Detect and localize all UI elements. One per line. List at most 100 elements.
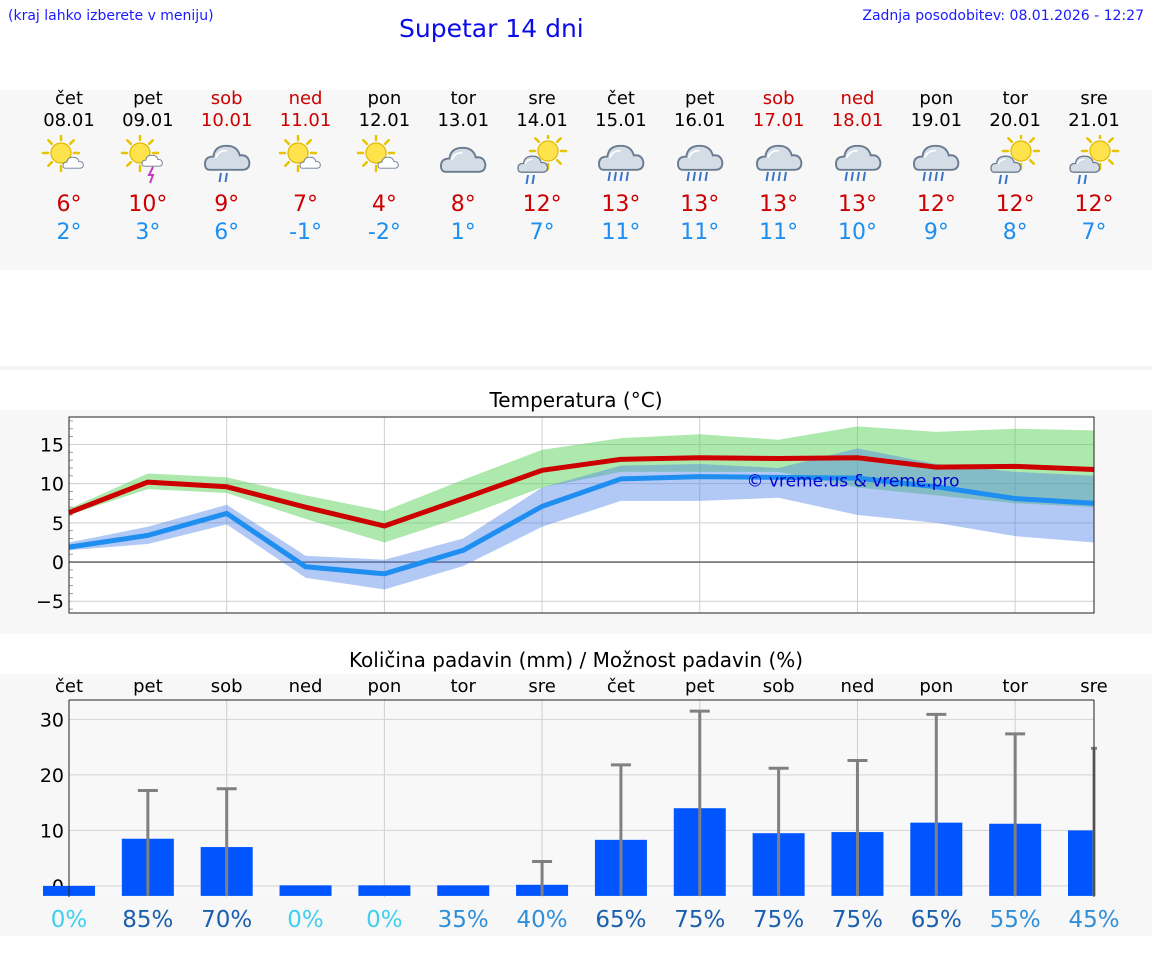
min-temperature: -1° bbox=[289, 220, 323, 245]
max-temperature: 12° bbox=[995, 192, 1035, 217]
max-temperature: 13° bbox=[601, 192, 641, 217]
max-temperature: 13° bbox=[759, 192, 799, 217]
forecast-day: sre 21.01 12° 7° bbox=[1054, 88, 1134, 247]
day-date: 16.01 bbox=[674, 110, 726, 131]
forecast-day: pet 09.01 10° 3° bbox=[108, 88, 188, 247]
sun-rain-icon bbox=[990, 135, 1041, 185]
heavy-rain-icon bbox=[597, 144, 645, 182]
day-name: čet bbox=[54, 88, 84, 109]
day-name: ned bbox=[840, 88, 875, 109]
forecast-day: tor 20.01 12° 8° bbox=[975, 88, 1055, 247]
day-date: 14.01 bbox=[516, 110, 568, 131]
precipitation-probability: 75% bbox=[753, 907, 804, 933]
precipitation-probability: 65% bbox=[911, 907, 962, 933]
max-temperature: 12° bbox=[522, 192, 562, 217]
min-temperature: 3° bbox=[135, 220, 161, 245]
x-category-label: pet bbox=[685, 676, 715, 697]
x-category-label: sre bbox=[528, 676, 555, 697]
max-temperature: 10° bbox=[128, 192, 168, 217]
watermark: © vreme.us & vreme.pro bbox=[746, 472, 959, 492]
day-name: sre bbox=[528, 88, 556, 109]
min-range-band bbox=[69, 448, 1094, 590]
day-date: 08.01 bbox=[43, 110, 95, 131]
day-name: pon bbox=[919, 88, 954, 109]
min-temperature: 8° bbox=[1002, 220, 1028, 245]
max-temperature: 8° bbox=[450, 192, 476, 217]
precipitation-probability: 0% bbox=[287, 907, 324, 933]
temperature-chart: −5 0 5 10 15 © vreme.us & vreme.pro bbox=[36, 416, 1095, 614]
precipitation-probability: 35% bbox=[438, 907, 489, 933]
min-temperature: 9° bbox=[923, 220, 949, 245]
x-category-label: sob bbox=[763, 676, 795, 697]
day-date: 21.01 bbox=[1068, 110, 1120, 131]
forecast-day: pon 12.01 4° -2° bbox=[344, 88, 424, 247]
min-temperature: 7° bbox=[1081, 220, 1107, 245]
max-temperature: 13° bbox=[838, 192, 877, 217]
heavy-rain-icon bbox=[834, 144, 881, 182]
forecast-day: pon 19.01 12° 9° bbox=[896, 88, 976, 247]
min-temperature: 11° bbox=[601, 220, 641, 245]
precipitation-probability: 75% bbox=[674, 907, 725, 933]
day-date: 15.01 bbox=[595, 110, 647, 131]
x-category-label: tor bbox=[1002, 676, 1028, 697]
max-temperature: 12° bbox=[1074, 192, 1114, 217]
sun-rain-icon bbox=[1069, 135, 1120, 185]
page-title: Supetar 14 dni bbox=[399, 14, 584, 43]
precipitation-bar bbox=[279, 885, 332, 896]
forecast-day: tor 13.01 8° 1° bbox=[423, 88, 503, 247]
x-category-label: sob bbox=[211, 676, 243, 697]
min-temperature-line bbox=[68, 474, 1095, 577]
day-name: pet bbox=[133, 88, 163, 109]
x-category-label: čet bbox=[55, 676, 83, 697]
sun-storm-icon bbox=[120, 135, 163, 184]
max-temperature: 13° bbox=[680, 192, 720, 217]
day-name: sob bbox=[762, 88, 795, 109]
precipitation-chart: 0102030četpetsobnedpontorsrečetpetsobned… bbox=[40, 676, 1120, 933]
precipitation-probability: 55% bbox=[990, 907, 1041, 933]
day-date: 12.01 bbox=[358, 110, 411, 131]
day-date: 20.01 bbox=[989, 110, 1041, 131]
heavy-rain-icon bbox=[676, 144, 724, 182]
day-name: pon bbox=[367, 88, 402, 109]
precipitation-bar bbox=[358, 885, 411, 896]
min-temperature: 1° bbox=[450, 220, 476, 245]
sun-cloud-icon bbox=[357, 135, 400, 173]
max-temperature: 12° bbox=[916, 192, 956, 217]
min-temperature: 11° bbox=[680, 220, 720, 245]
precipitation-probability: 85% bbox=[122, 907, 173, 933]
location-hint: (kraj lahko izberete v meniju) bbox=[8, 8, 214, 24]
forecast-day: čet 08.01 6° 2° bbox=[29, 88, 109, 247]
day-date: 18.01 bbox=[831, 110, 884, 131]
x-category-label: pon bbox=[919, 676, 953, 697]
forecast-day: ned 18.01 13° 10° bbox=[818, 88, 898, 247]
sun-rain-icon bbox=[517, 135, 568, 185]
x-category-label: ned bbox=[841, 676, 875, 697]
plot-frame bbox=[68, 416, 1095, 614]
day-name: sre bbox=[1080, 88, 1108, 109]
day-date: 09.01 bbox=[122, 110, 174, 131]
y-tick-label: 10 bbox=[40, 474, 64, 496]
precipitation-probability: 65% bbox=[595, 907, 646, 933]
day-date: 11.01 bbox=[279, 110, 332, 131]
sun-cloud-icon bbox=[41, 135, 84, 173]
y-tick-label: 15 bbox=[40, 434, 64, 456]
x-category-label: pon bbox=[367, 676, 401, 697]
max-temperature-line bbox=[68, 455, 1095, 529]
x-category-label: sre bbox=[1080, 676, 1107, 697]
day-date: 19.01 bbox=[910, 110, 963, 131]
precipitation-chart-title: Količina padavin (mm) / Možnost padavin … bbox=[348, 648, 804, 672]
forecast-day: pet 16.01 13° 11° bbox=[660, 88, 740, 247]
min-temperature: -2° bbox=[367, 220, 401, 245]
day-date: 13.01 bbox=[437, 110, 490, 131]
y-tick-label: −5 bbox=[36, 591, 64, 613]
min-temperature: 2° bbox=[56, 220, 82, 245]
last-updated: Zadnja posodobitev: 08.01.2026 - 12:27 bbox=[862, 8, 1144, 24]
precipitation-bar bbox=[1068, 830, 1094, 896]
heavy-rain-icon bbox=[755, 144, 803, 182]
precipitation-probability: 0% bbox=[51, 907, 88, 933]
x-category-label: pet bbox=[133, 676, 163, 697]
max-temperature: 7° bbox=[293, 192, 319, 217]
y-tick-label: 10 bbox=[40, 820, 64, 842]
cloud-icon bbox=[440, 146, 487, 173]
rain-cloud-icon bbox=[203, 144, 251, 183]
